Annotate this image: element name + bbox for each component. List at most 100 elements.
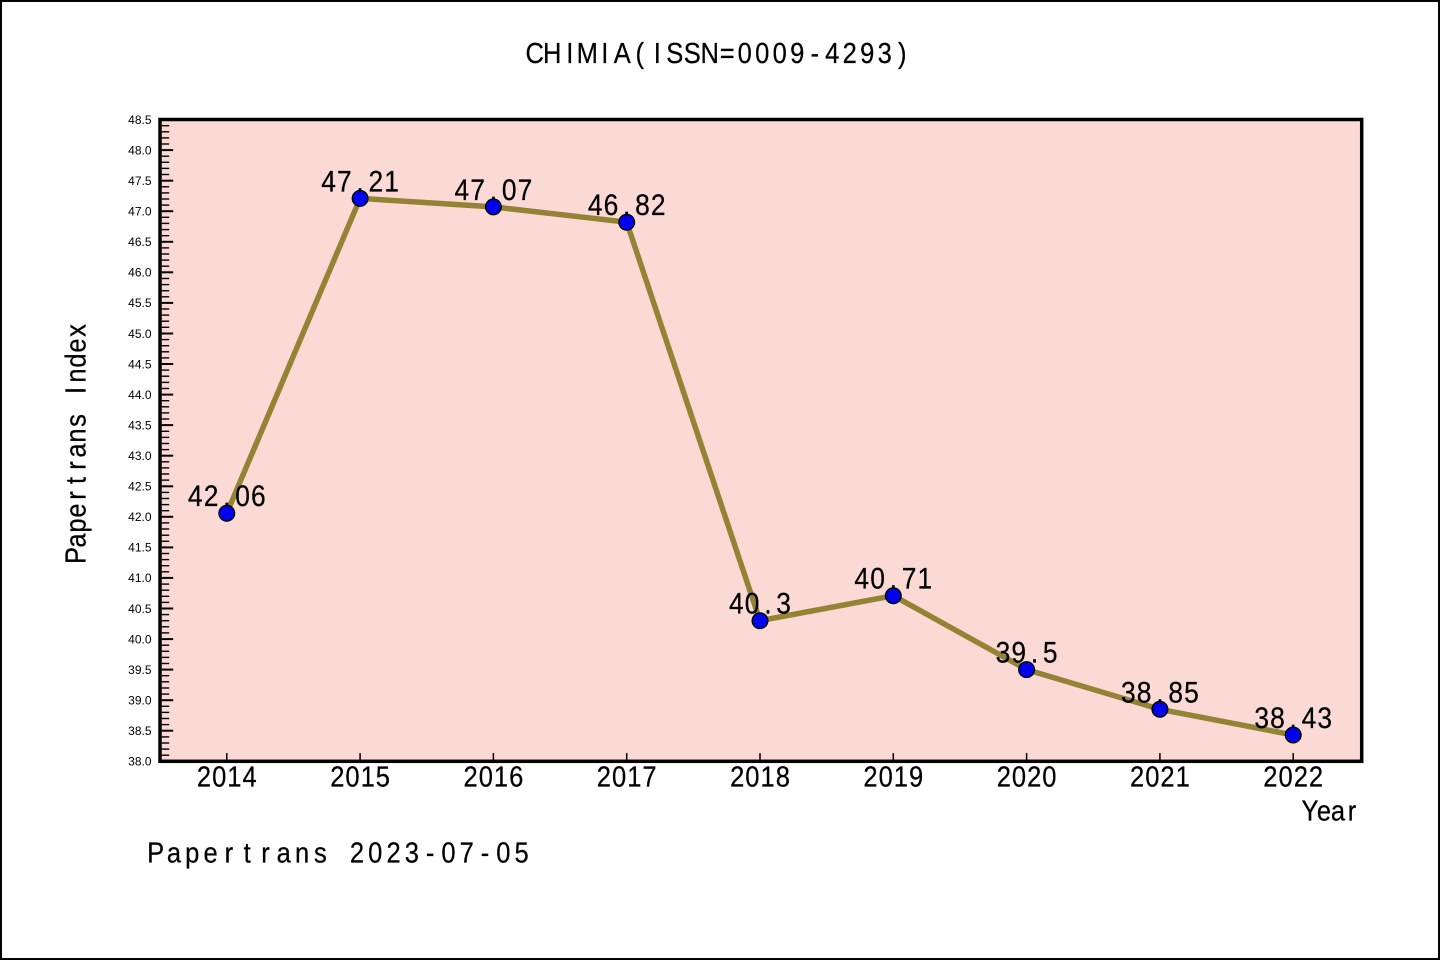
svg-text:1: 1 <box>384 164 399 198</box>
svg-text:0: 0 <box>870 561 885 595</box>
svg-text:4: 4 <box>825 36 839 69</box>
svg-text:1: 1 <box>494 760 508 793</box>
svg-text:4: 4 <box>243 760 257 793</box>
svg-text:M: M <box>577 36 598 69</box>
svg-text:0: 0 <box>755 36 769 69</box>
svg-text:4: 4 <box>588 188 603 222</box>
svg-text:-: - <box>426 836 434 869</box>
svg-text:a: a <box>1331 794 1346 827</box>
svg-text:a: a <box>167 836 182 869</box>
svg-text:4: 4 <box>455 172 470 206</box>
svg-text:42.5: 42.5 <box>128 480 152 494</box>
svg-text:a: a <box>59 533 92 548</box>
svg-text:-: - <box>481 836 489 869</box>
svg-text:I: I <box>654 36 661 69</box>
svg-text:2: 2 <box>1309 760 1323 793</box>
svg-text:.: . <box>1031 635 1038 669</box>
svg-text:7: 7 <box>518 172 533 206</box>
svg-text:s: s <box>314 836 327 869</box>
svg-text:3: 3 <box>1317 700 1332 734</box>
svg-text:S: S <box>684 36 701 69</box>
svg-text:5: 5 <box>1043 635 1058 669</box>
svg-text:44.0: 44.0 <box>128 388 152 402</box>
svg-text:2: 2 <box>464 760 478 793</box>
svg-text:3: 3 <box>996 635 1011 669</box>
svg-text:0: 0 <box>212 760 226 793</box>
svg-text:40.0: 40.0 <box>128 632 152 646</box>
svg-text:e: e <box>203 836 217 869</box>
svg-text:4: 4 <box>188 479 203 513</box>
svg-text:0: 0 <box>745 586 760 620</box>
svg-text:H: H <box>543 36 561 69</box>
svg-text:2: 2 <box>997 760 1011 793</box>
svg-text:0: 0 <box>879 760 893 793</box>
svg-text:4: 4 <box>1302 700 1317 734</box>
svg-text:48.5: 48.5 <box>128 113 152 127</box>
svg-text:8: 8 <box>635 188 650 222</box>
svg-text:0: 0 <box>738 36 752 69</box>
svg-text:Y: Y <box>1301 794 1318 827</box>
svg-text:n: n <box>59 428 92 442</box>
svg-text:2: 2 <box>1027 760 1041 793</box>
svg-text:44.5: 44.5 <box>128 357 152 371</box>
svg-text:0: 0 <box>441 836 455 869</box>
svg-text:-: - <box>811 36 819 69</box>
svg-text:47.0: 47.0 <box>128 205 152 219</box>
svg-text:48.0: 48.0 <box>128 143 152 157</box>
svg-text:r: r <box>261 836 269 869</box>
svg-text:2: 2 <box>1160 760 1174 793</box>
svg-text:r: r <box>59 461 92 469</box>
svg-text:39.5: 39.5 <box>128 663 152 677</box>
svg-text:I: I <box>59 387 92 394</box>
svg-text:3: 3 <box>405 836 419 869</box>
svg-text:d: d <box>59 353 92 367</box>
svg-text:8: 8 <box>1270 700 1285 734</box>
svg-text:46.0: 46.0 <box>128 266 152 280</box>
svg-text:0: 0 <box>479 760 493 793</box>
svg-text:9: 9 <box>1011 635 1026 669</box>
svg-text:1: 1 <box>1176 760 1190 793</box>
svg-text:3: 3 <box>1254 700 1269 734</box>
svg-text:.: . <box>623 188 630 222</box>
svg-text:.: . <box>356 164 363 198</box>
svg-text:42.0: 42.0 <box>128 510 152 524</box>
svg-text:0: 0 <box>368 836 382 869</box>
svg-text:P: P <box>147 836 164 869</box>
svg-text:a: a <box>59 443 92 458</box>
svg-text:46.5: 46.5 <box>128 235 152 249</box>
svg-text:0: 0 <box>1042 760 1056 793</box>
svg-text:0: 0 <box>1012 760 1026 793</box>
svg-text:47.5: 47.5 <box>128 174 152 188</box>
svg-text:n: n <box>59 368 92 382</box>
svg-text:P: P <box>59 547 92 564</box>
svg-text:I: I <box>566 36 573 69</box>
svg-text:1: 1 <box>917 561 932 595</box>
svg-text:2: 2 <box>1263 760 1277 793</box>
svg-text:43.5: 43.5 <box>128 418 152 432</box>
svg-text:r: r <box>59 491 92 499</box>
svg-text:41.5: 41.5 <box>128 541 152 555</box>
svg-text:0: 0 <box>1279 760 1293 793</box>
svg-text:s: s <box>59 414 92 427</box>
svg-text:0: 0 <box>345 760 359 793</box>
svg-text:n: n <box>295 836 309 869</box>
svg-text:r: r <box>1348 794 1356 827</box>
svg-text:2: 2 <box>204 479 219 513</box>
svg-text:41.0: 41.0 <box>128 571 152 585</box>
svg-text:.: . <box>223 479 230 513</box>
svg-text:.: . <box>1156 675 1163 709</box>
svg-text:2: 2 <box>1130 760 1144 793</box>
svg-text:A: A <box>614 36 632 69</box>
svg-text:.: . <box>890 561 897 595</box>
svg-text:0: 0 <box>773 36 787 69</box>
svg-text:7: 7 <box>470 172 485 206</box>
svg-text:4: 4 <box>854 561 869 595</box>
svg-text:7: 7 <box>337 164 352 198</box>
svg-text:2: 2 <box>863 760 877 793</box>
svg-text:5: 5 <box>1184 675 1199 709</box>
svg-text:.: . <box>1290 700 1297 734</box>
svg-text:p: p <box>185 836 199 869</box>
svg-text:0: 0 <box>496 836 510 869</box>
svg-text:1: 1 <box>361 760 375 793</box>
svg-text:2: 2 <box>350 836 364 869</box>
